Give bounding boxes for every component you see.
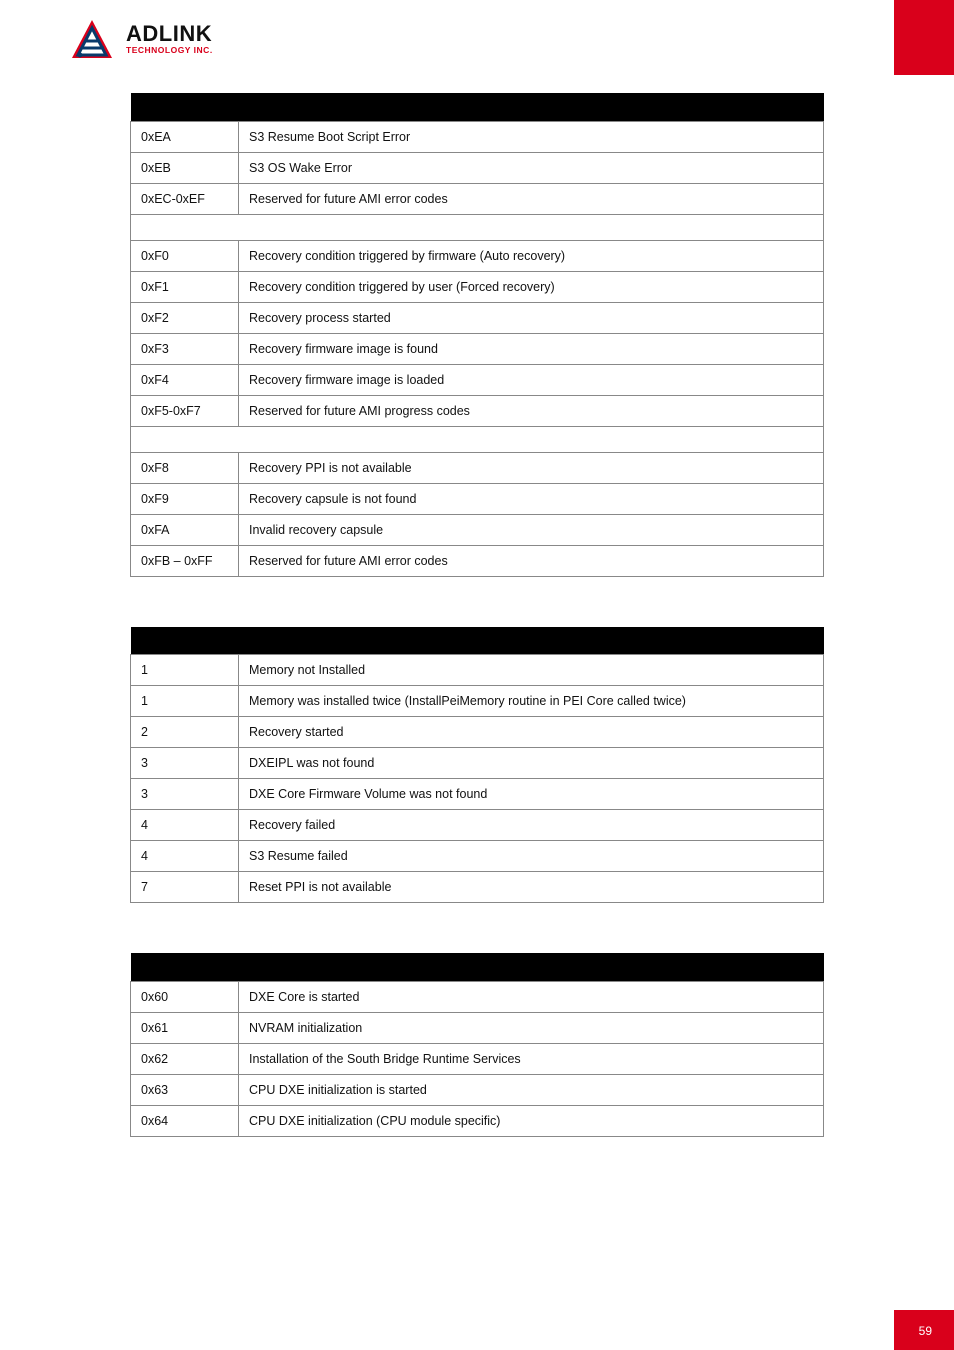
error-codes-table-1: 0xEAS3 Resume Boot Script Error 0xEBS3 O… (130, 93, 824, 577)
table-row: 4Recovery failed (131, 810, 824, 841)
table-row: 0xEAS3 Resume Boot Script Error (131, 121, 824, 152)
table-row: 0xF4Recovery firmware image is loaded (131, 364, 824, 395)
table-row: 7Reset PPI is not available (131, 872, 824, 903)
logo: ADLINK TECHNOLOGY INC. (70, 18, 954, 65)
table-row: 0x60DXE Core is started (131, 981, 824, 1012)
dxe-codes-table: 0x60DXE Core is started 0x61NVRAM initia… (130, 953, 824, 1137)
table-row: 0xFAInvalid recovery capsule (131, 514, 824, 545)
table-row: 3DXEIPL was not found (131, 748, 824, 779)
table-row: 0xEC-0xEFReserved for future AMI error c… (131, 183, 824, 214)
table-row: 0xF9Recovery capsule is not found (131, 483, 824, 514)
table-row: 0x64CPU DXE initialization (CPU module s… (131, 1105, 824, 1136)
table-row: 0xEBS3 OS Wake Error (131, 152, 824, 183)
table-row: 0xF3Recovery firmware image is found (131, 333, 824, 364)
page: ADLINK TECHNOLOGY INC. 0xEAS3 Resume Boo… (0, 0, 954, 1350)
content-area: 0xEAS3 Resume Boot Script Error 0xEBS3 O… (0, 93, 954, 1137)
table-row: 0xF2Recovery process started (131, 302, 824, 333)
error-codes-table-2: 1Memory not Installed 1Memory was instal… (130, 627, 824, 904)
table-row: 1Memory was installed twice (InstallPeiM… (131, 686, 824, 717)
logo-main-text: ADLINK (126, 23, 213, 45)
page-number: 59 (919, 1324, 932, 1338)
table-row: 3DXE Core Firmware Volume was not found (131, 779, 824, 810)
table-row: 2Recovery started (131, 717, 824, 748)
table-section-gap (131, 426, 824, 452)
table-row: 1Memory not Installed (131, 655, 824, 686)
table-row: 0xF5-0xF7Reserved for future AMI progres… (131, 395, 824, 426)
header-red-bar (894, 0, 954, 75)
table-row: 0xF8Recovery PPI is not available (131, 452, 824, 483)
logo-sub-text: TECHNOLOGY INC. (126, 46, 213, 55)
table-row: 0x61NVRAM initialization (131, 1012, 824, 1043)
table-row: 0x62Installation of the South Bridge Run… (131, 1043, 824, 1074)
table-row: 0xF1Recovery condition triggered by user… (131, 271, 824, 302)
table-row: 4S3 Resume failed (131, 841, 824, 872)
table-section-gap (131, 214, 824, 240)
table-row: 0x63CPU DXE initialization is started (131, 1074, 824, 1105)
table-row: 0xFB – 0xFFReserved for future AMI error… (131, 545, 824, 576)
table-row: 0xF0Recovery condition triggered by firm… (131, 240, 824, 271)
adlink-logo-icon (70, 18, 118, 60)
